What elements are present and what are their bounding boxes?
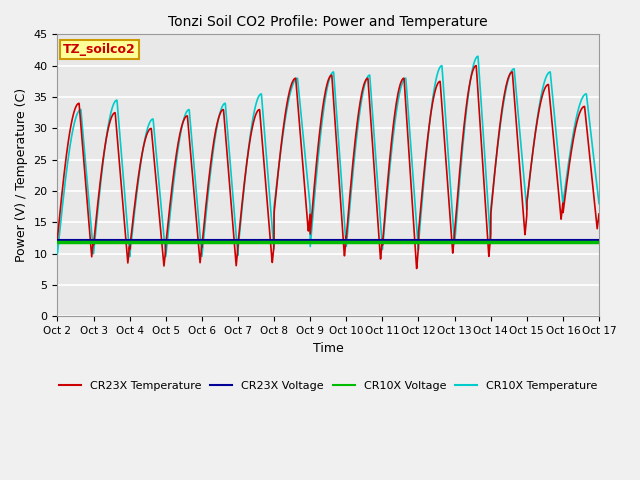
Legend: CR23X Temperature, CR23X Voltage, CR10X Voltage, CR10X Temperature: CR23X Temperature, CR23X Voltage, CR10X … bbox=[54, 377, 602, 396]
Title: Tonzi Soil CO2 Profile: Power and Temperature: Tonzi Soil CO2 Profile: Power and Temper… bbox=[168, 15, 488, 29]
Text: TZ_soilco2: TZ_soilco2 bbox=[63, 43, 136, 56]
Y-axis label: Power (V) / Temperature (C): Power (V) / Temperature (C) bbox=[15, 88, 28, 263]
X-axis label: Time: Time bbox=[313, 342, 344, 355]
